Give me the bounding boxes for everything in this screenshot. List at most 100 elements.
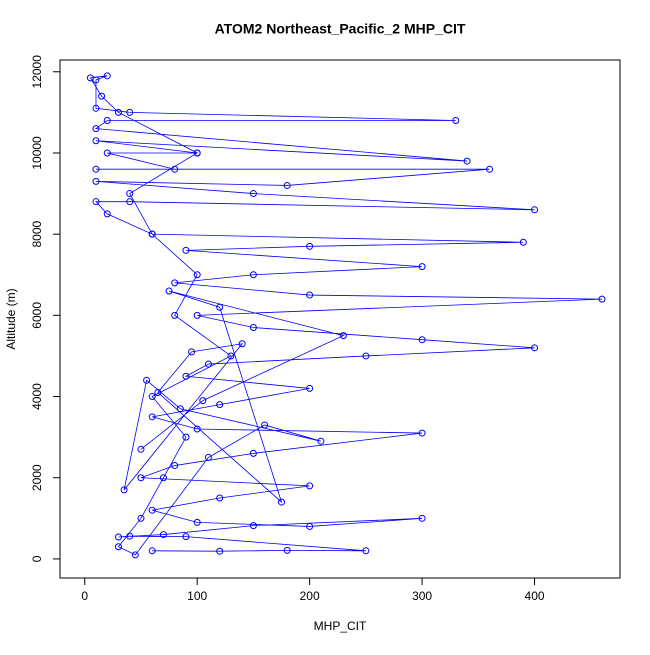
data-point <box>103 149 111 157</box>
data-point <box>98 92 106 100</box>
data-point <box>137 474 145 482</box>
data-point <box>204 360 212 368</box>
data-point <box>188 348 196 356</box>
x-tick-label: 300 <box>412 589 432 603</box>
data-point <box>154 388 162 396</box>
data-point <box>362 547 370 555</box>
y-axis-label: Altitude (m) <box>4 288 18 349</box>
data-point <box>171 311 179 319</box>
data-point <box>182 433 190 441</box>
data-point <box>418 336 426 344</box>
data-point <box>120 486 128 494</box>
data-point <box>306 522 314 530</box>
data-point <box>159 531 167 539</box>
data-point <box>103 72 111 80</box>
data-point <box>126 108 134 116</box>
data-point <box>92 104 100 112</box>
data-point <box>126 190 134 198</box>
data-point <box>103 116 111 124</box>
data-point <box>278 498 286 506</box>
data-point <box>598 295 606 303</box>
data-point <box>249 324 257 332</box>
data-point <box>137 445 145 453</box>
data-point <box>261 421 269 429</box>
data-point <box>171 279 179 287</box>
x-tick-label: 100 <box>187 589 207 603</box>
data-point <box>306 242 314 250</box>
data-point <box>418 514 426 522</box>
data-point <box>148 506 156 514</box>
data-point <box>227 352 235 360</box>
data-point <box>216 401 224 409</box>
data-point <box>114 108 122 116</box>
data-point <box>171 462 179 470</box>
data-point <box>182 533 190 541</box>
data-point <box>249 271 257 279</box>
x-tick-label: 200 <box>300 589 320 603</box>
data-point <box>193 271 201 279</box>
x-tick-label: 0 <box>81 589 88 603</box>
data-point <box>216 303 224 311</box>
data-point <box>126 198 134 206</box>
data-point <box>531 206 539 214</box>
chart-title: ATOM2 Northeast_Pacific_2 MHP_CIT <box>215 21 466 37</box>
data-point <box>418 429 426 437</box>
data-point <box>519 238 527 246</box>
data-point <box>531 344 539 352</box>
data-point <box>148 547 156 555</box>
data-point <box>165 287 173 295</box>
data-point <box>193 518 201 526</box>
y-tick-label: 4000 <box>30 383 44 410</box>
data-point <box>418 263 426 271</box>
data-point <box>92 198 100 206</box>
data-point <box>339 332 347 340</box>
data-point <box>306 482 314 490</box>
data-point <box>216 494 224 502</box>
data-point <box>159 474 167 482</box>
data-point <box>452 116 460 124</box>
data-point <box>193 311 201 319</box>
data-point <box>317 437 325 445</box>
data-point <box>114 543 122 551</box>
data-point <box>131 551 139 559</box>
data-point <box>148 413 156 421</box>
data-point <box>137 514 145 522</box>
data-point <box>249 190 257 198</box>
data-point <box>486 165 494 173</box>
data-point <box>249 522 257 530</box>
data-point <box>126 532 134 540</box>
data-point <box>283 181 291 189</box>
data-point <box>199 397 207 405</box>
data-line <box>89 75 603 556</box>
data-point <box>148 393 156 401</box>
data-point <box>92 165 100 173</box>
data-point <box>193 425 201 433</box>
data-point <box>193 149 201 157</box>
data-point <box>92 125 100 133</box>
data-point <box>114 533 122 541</box>
data-point <box>148 230 156 238</box>
x-tick-label: 400 <box>525 589 545 603</box>
data-point <box>103 210 111 218</box>
data-point <box>176 405 184 413</box>
y-tick-label: 10000 <box>30 136 44 170</box>
y-tick-label: 0 <box>30 555 44 562</box>
data-point <box>216 547 224 555</box>
data-point <box>306 384 314 392</box>
data-point <box>171 165 179 173</box>
data-point <box>182 246 190 254</box>
data-point <box>86 74 94 82</box>
y-tick-label: 8000 <box>30 220 44 247</box>
y-tick-label: 2000 <box>30 464 44 491</box>
data-point <box>182 372 190 380</box>
data-point <box>463 157 471 165</box>
data-point <box>92 177 100 185</box>
data-point <box>283 546 291 554</box>
data-point <box>249 449 257 457</box>
x-axis-label: MHP_CIT <box>314 619 367 633</box>
data-point <box>143 376 151 384</box>
data-point <box>92 137 100 145</box>
y-tick-label: 12000 <box>30 55 44 89</box>
